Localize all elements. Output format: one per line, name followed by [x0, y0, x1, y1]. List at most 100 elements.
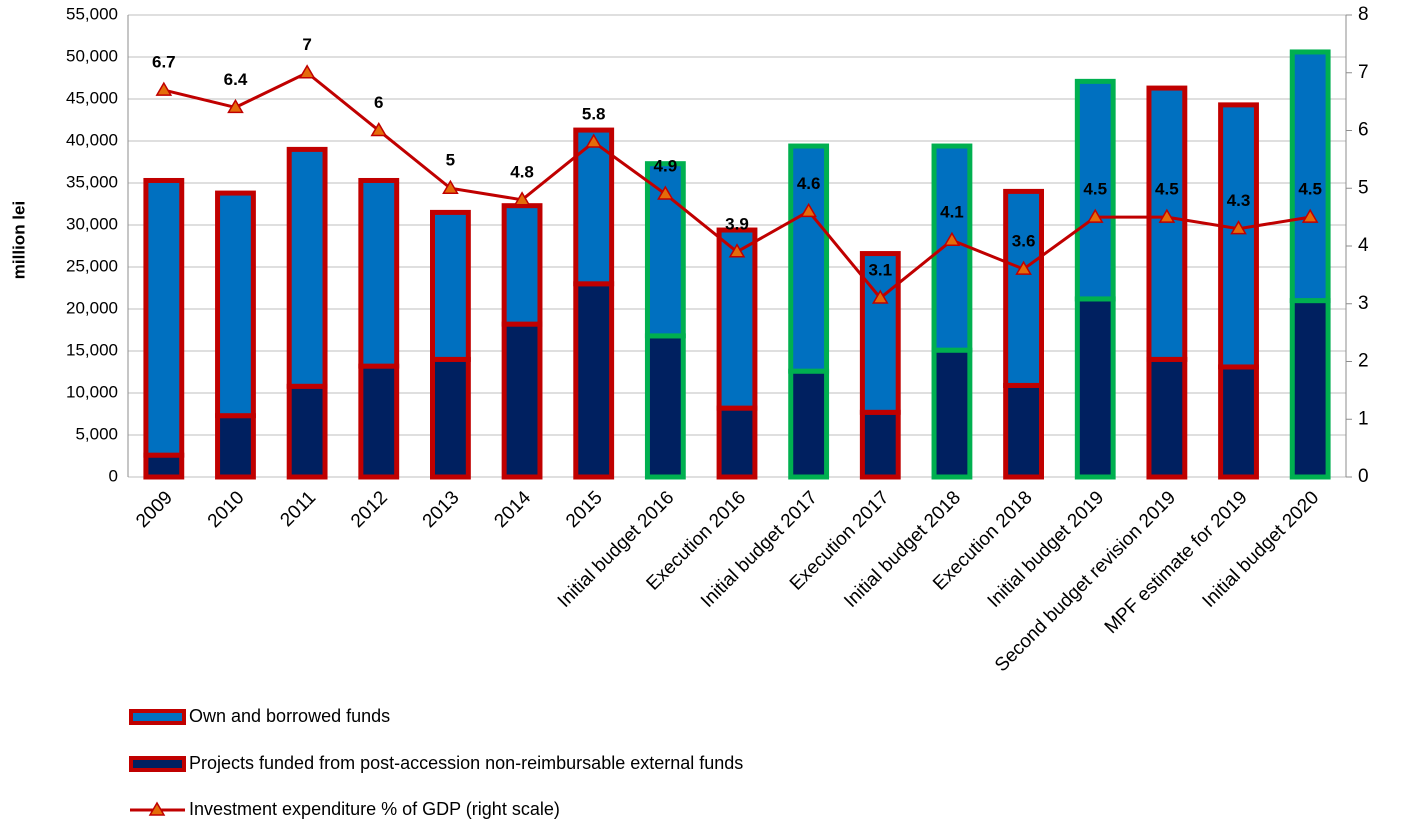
- line-marker: [1230, 220, 1247, 235]
- line-marker: [227, 98, 244, 114]
- bar-segment: [1289, 49, 1331, 304]
- bar-segment: [1289, 298, 1331, 480]
- value-label: 4.9: [654, 157, 678, 176]
- line-marker: [155, 81, 173, 96]
- bar-segment: [1218, 364, 1259, 480]
- y-tick-label: 35,000: [66, 172, 118, 191]
- legend-label: Projects funded from post-accession non-…: [189, 753, 743, 773]
- value-label: 5: [446, 151, 455, 170]
- bar-segment: [1218, 102, 1259, 370]
- x-tick-label: 2012: [347, 487, 392, 532]
- line-marker: [1301, 208, 1319, 223]
- value-label: 6.4: [224, 70, 248, 89]
- line-marker: [1015, 260, 1032, 275]
- value-label: 7: [302, 35, 311, 54]
- legend-label: Investment expenditure % of GDP (right s…: [189, 799, 560, 819]
- line-marker: [728, 243, 746, 258]
- y2-tick-label: 1: [1358, 408, 1369, 429]
- bar-segment: [1074, 78, 1116, 302]
- y-axis-title: million lei: [9, 201, 28, 279]
- value-label: 4.5: [1298, 180, 1322, 199]
- y-tick-label: 55,000: [66, 4, 118, 23]
- line-marker: [943, 231, 961, 246]
- y2-tick-label: 8: [1358, 4, 1369, 25]
- y-tick-label: 25,000: [66, 256, 118, 275]
- value-label: 4.8: [510, 162, 534, 181]
- value-label: 5.8: [582, 105, 606, 124]
- line-marker: [370, 122, 388, 137]
- bar-segment: [931, 143, 973, 353]
- value-label: 6.7: [152, 53, 176, 72]
- bar-segment: [143, 177, 185, 458]
- legend-swatch: [129, 756, 186, 772]
- bar-segment: [1146, 85, 1188, 362]
- value-label: 3.1: [868, 260, 892, 279]
- legend-marker: [148, 801, 166, 816]
- line-marker: [442, 179, 459, 194]
- y-tick-label: 0: [109, 466, 118, 485]
- y2-tick-label: 5: [1358, 177, 1369, 198]
- bar-segment: [358, 363, 400, 480]
- x-tick-label: 2014: [490, 487, 535, 532]
- bar-segment: [215, 190, 256, 419]
- y-tick-label: 5,000: [75, 424, 118, 443]
- bar-segment: [286, 383, 328, 480]
- y2-tick-label: 4: [1358, 235, 1369, 256]
- bar-segment: [286, 146, 328, 389]
- line-marker: [800, 202, 817, 218]
- x-tick-label: 2009: [132, 487, 177, 532]
- bar-segment: [1074, 296, 1116, 480]
- y2-tick-label: 3: [1358, 293, 1369, 314]
- line-marker: [298, 64, 316, 79]
- x-tick-label: 2011: [276, 487, 320, 531]
- y2-tick-label: 0: [1358, 466, 1369, 487]
- bar-segment: [430, 209, 471, 362]
- legend-label: Own and borrowed funds: [189, 706, 390, 726]
- line-marker: [513, 191, 531, 206]
- bar-segment: [716, 405, 758, 480]
- x-tick-label: MPF estimate for 2019: [1101, 487, 1252, 638]
- bar-segment: [358, 177, 400, 369]
- y2-tick-label: 6: [1358, 120, 1369, 141]
- line-marker: [871, 289, 889, 304]
- value-label: 4.5: [1083, 180, 1107, 199]
- x-tick-label: 2013: [419, 487, 464, 532]
- bar-segment: [716, 227, 758, 411]
- bar-segment: [1146, 356, 1188, 480]
- line-marker: [1086, 208, 1104, 223]
- value-label: 3.9: [725, 214, 749, 233]
- bar-segment: [1003, 382, 1044, 480]
- value-label: 4.6: [797, 174, 821, 193]
- y-tick-label: 15,000: [66, 340, 118, 359]
- bar-segment: [859, 251, 901, 415]
- value-label: 4.3: [1227, 191, 1251, 210]
- value-label: 4.5: [1155, 180, 1179, 199]
- bar-segment: [501, 203, 543, 327]
- y2-tick-label: 2: [1358, 351, 1369, 372]
- value-label: 4.1: [940, 203, 964, 222]
- y-tick-label: 50,000: [66, 46, 118, 65]
- y2-tick-label: 7: [1358, 62, 1369, 83]
- bar-segment: [931, 347, 973, 480]
- bar-segment: [788, 143, 830, 374]
- bar-segment: [573, 281, 615, 480]
- bar-segment: [501, 321, 543, 480]
- legend-swatch: [129, 709, 186, 725]
- bar-segment: [644, 333, 686, 480]
- x-tick-label: 2015: [562, 487, 607, 532]
- line-marker: [585, 133, 603, 148]
- y-tick-label: 10,000: [66, 382, 118, 401]
- bar-segment: [143, 452, 185, 480]
- x-tick-label: 2010: [204, 487, 249, 532]
- y-tick-label: 20,000: [66, 298, 118, 317]
- bar-segment: [573, 127, 615, 287]
- y-tick-label: 30,000: [66, 214, 118, 233]
- bar-segment: [215, 413, 256, 480]
- value-label: 6: [374, 93, 383, 112]
- bar-segment: [1003, 188, 1044, 388]
- bar-segment: [859, 409, 901, 480]
- y-tick-label: 45,000: [66, 88, 118, 107]
- bar-segment: [430, 356, 471, 480]
- line-marker: [1158, 208, 1176, 223]
